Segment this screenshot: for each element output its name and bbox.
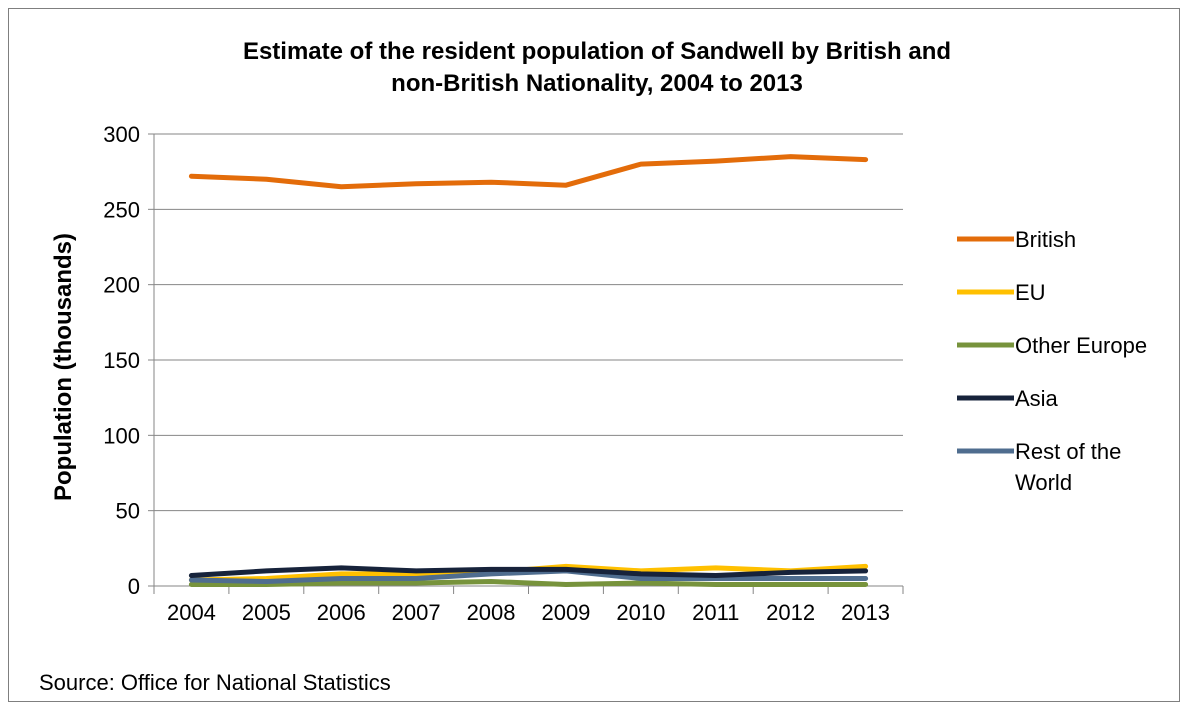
y-axis-label: Population (thousands) [50, 233, 77, 501]
chart-frame: Estimate of the resident population of S… [8, 8, 1180, 702]
legend-label-asia: Asia [1015, 386, 1059, 411]
legend-label-other-europe: Other Europe [1015, 333, 1147, 358]
y-tick-label-0: 0 [128, 574, 140, 599]
series-line-other-europe [188, 579, 869, 587]
x-tick-label-2009: 2009 [541, 600, 590, 625]
x-tick-label-2011: 2011 [692, 600, 739, 625]
series-lines [188, 154, 869, 587]
chart-svg: Estimate of the resident population of S… [39, 38, 1147, 695]
x-tick-label-2006: 2006 [317, 600, 366, 625]
y-tick-labels: 0 50 100 150 200 250 300 [103, 122, 140, 599]
legend-label-british: British [1015, 227, 1076, 252]
legend-label-eu: EU [1015, 280, 1046, 305]
gridlines [154, 133, 903, 512]
chart-title-line-1: Estimate of the resident population of S… [243, 38, 951, 65]
chart-title-line-2: non-British Nationality, 2004 to 2013 [391, 70, 803, 97]
y-tick-label-200: 200 [103, 273, 140, 298]
x-tick-label-2008: 2008 [467, 600, 516, 625]
y-tick-label-50: 50 [116, 499, 140, 524]
x-tick-labels: 2004 2005 2006 2007 2008 2009 2010 2011 2012 2013 [167, 600, 890, 625]
legend: British EU Other Europe Asia Rest of the… [957, 227, 1147, 495]
x-tick-label-2007: 2007 [392, 600, 441, 625]
x-tick-label-2004: 2004 [167, 600, 216, 625]
y-tick-label-300: 300 [103, 122, 140, 147]
series-line-asia [188, 565, 869, 578]
legend-label-rest-of-the-world-line-2: World [1015, 470, 1072, 495]
source-note: Source: Office for National Statistics [39, 670, 391, 695]
x-tick-label-2012: 2012 [766, 600, 815, 625]
series-line-british [188, 154, 869, 190]
y-tick-label-100: 100 [103, 423, 140, 448]
x-tick-label-2013: 2013 [841, 600, 890, 625]
x-tick-label-2010: 2010 [616, 600, 665, 625]
y-tick-label-150: 150 [103, 348, 140, 373]
legend-label-rest-of-the-world-line-1: Rest of the [1015, 439, 1121, 464]
axes [148, 133, 904, 594]
y-tick-label-250: 250 [103, 197, 140, 222]
x-tick-label-2005: 2005 [242, 600, 291, 625]
series-line-rest-of-the-world [188, 568, 869, 584]
